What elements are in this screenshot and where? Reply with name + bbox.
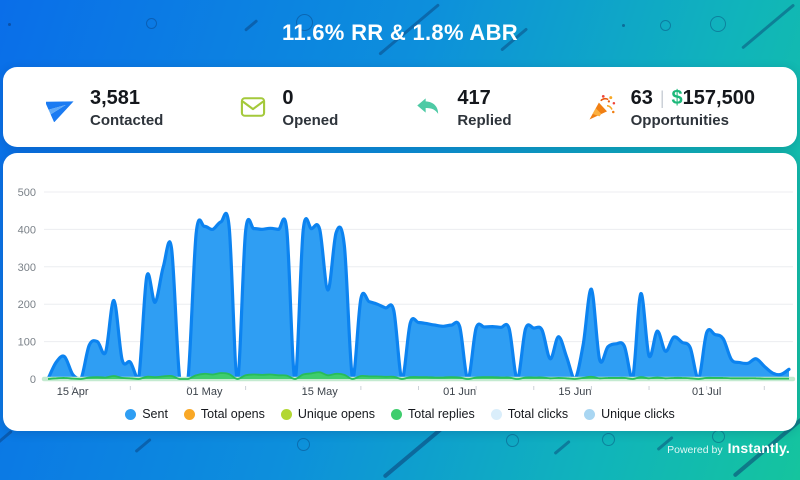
- svg-text:15 Apr: 15 Apr: [57, 386, 89, 398]
- decor-dot: [8, 23, 11, 26]
- decor-circle: [506, 434, 519, 447]
- svg-text:01 May: 01 May: [186, 386, 223, 398]
- stat-replied: 417 Replied: [412, 86, 512, 129]
- stat-label: Opportunities: [630, 111, 729, 129]
- svg-text:15 Jun: 15 Jun: [558, 386, 591, 398]
- stats-card: 3,581 Contacted 0 Opened 417 Replied: [3, 67, 797, 147]
- amount-value: 157,500: [682, 86, 755, 109]
- decor-line: [134, 437, 152, 453]
- svg-text:01 Jun: 01 Jun: [443, 386, 476, 398]
- chart-card: 0 100 200 300 400 500 15 Apr 01 May 15 May 01 Jun…: [3, 153, 797, 431]
- opportunities-amount: $157,500: [672, 86, 755, 110]
- legend-dot: [280, 408, 292, 420]
- decor-dot: [622, 24, 625, 27]
- decor-line: [0, 429, 13, 445]
- decor-circle: [146, 18, 157, 29]
- campaign-analytics-chart: 0 100 200 300 400 500 15 Apr 01 May 15 May 01 Jun…: [18, 187, 796, 398]
- stat-value: 417: [457, 86, 491, 109]
- legend-label: Unique opens: [297, 407, 376, 421]
- decor-circle: [660, 20, 671, 31]
- svg-text:0: 0: [30, 374, 36, 386]
- reply-arrow-icon: [412, 91, 444, 123]
- stat-label: Replied: [457, 111, 512, 129]
- svg-text:300: 300: [18, 262, 36, 274]
- stat-label: Contacted: [90, 111, 164, 129]
- brand-name[interactable]: Instantly.: [727, 440, 790, 456]
- legend-label: Sent: [142, 407, 168, 421]
- header: 11.6% RR & 1.8% ABR: [0, 0, 800, 66]
- decor-circle: [296, 14, 313, 31]
- stat-divider: |: [659, 87, 665, 108]
- legend-label: Total clicks: [507, 407, 569, 421]
- party-popper-icon: [586, 91, 618, 123]
- legend-dot: [125, 408, 137, 420]
- stat-opportunities: 63 | $157,500 Opportunities: [586, 86, 755, 129]
- legend-dot: [490, 408, 502, 420]
- legend-item-total-replies[interactable]: Total replies: [391, 407, 475, 421]
- stat-contacted: 3,581 Contacted: [45, 86, 163, 129]
- envelope-icon: [237, 91, 269, 123]
- page-title: 11.6% RR & 1.8% ABR: [282, 20, 518, 45]
- decor-line: [553, 439, 571, 455]
- chart-area-sent: [48, 213, 789, 379]
- svg-text:15 May: 15 May: [302, 386, 339, 398]
- footer: Powered by Instantly.: [667, 440, 790, 456]
- chart-legend: Sent Total opens Unique opens Total replies…: [3, 402, 797, 426]
- stat-value: 0: [282, 86, 294, 109]
- svg-text:200: 200: [18, 299, 36, 311]
- svg-text:500: 500: [18, 187, 36, 199]
- legend-dot: [183, 408, 195, 420]
- decor-circle: [297, 438, 310, 451]
- stat-label: Opened: [282, 111, 339, 129]
- stat-value: 63 | $157,500: [631, 86, 755, 110]
- currency-symbol: $: [671, 86, 683, 109]
- decor-circle: [710, 16, 726, 32]
- legend-label: Total replies: [408, 407, 475, 421]
- svg-text:400: 400: [18, 224, 36, 236]
- decor-circle: [602, 433, 615, 446]
- svg-text:01 Jul: 01 Jul: [692, 386, 721, 398]
- legend-label: Total opens: [200, 407, 265, 421]
- legend-item-total-opens[interactable]: Total opens: [183, 407, 265, 421]
- opportunities-count: 63: [630, 86, 653, 109]
- stat-value: 3,581: [90, 86, 141, 109]
- chart-line-total-replies: [47, 371, 789, 380]
- legend-item-unique-opens[interactable]: Unique opens: [280, 407, 376, 421]
- legend-dot: [391, 408, 403, 420]
- stat-opened: 0 Opened: [237, 86, 338, 129]
- paper-plane-icon: [45, 91, 77, 123]
- powered-by-text: Powered by: [667, 444, 723, 456]
- chart-line-sent: [46, 211, 791, 381]
- legend-item-total-clicks[interactable]: Total clicks: [490, 407, 569, 421]
- legend-dot: [584, 408, 596, 420]
- legend-item-unique-clicks[interactable]: Unique clicks: [584, 407, 675, 421]
- legend-label: Unique clicks: [601, 407, 675, 421]
- svg-text:100: 100: [18, 337, 36, 349]
- legend-item-sent[interactable]: Sent: [125, 407, 168, 421]
